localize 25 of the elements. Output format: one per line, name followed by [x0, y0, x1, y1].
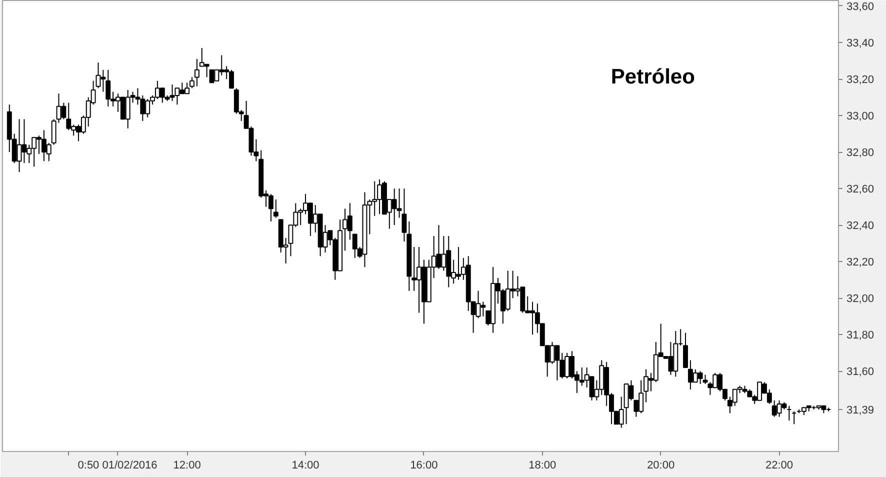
y-tick-label: 33,20 — [846, 74, 874, 86]
y-tick-label: 33,60 — [846, 0, 874, 13]
candlestick — [190, 76, 194, 89]
y-tick-label: 32,20 — [846, 256, 874, 269]
y-tick-label: 31,39 — [846, 404, 874, 417]
candlestick — [51, 118, 56, 146]
y-tick-label: 31,80 — [846, 330, 874, 342]
candlestick — [683, 332, 688, 368]
y-tick-label: 31,60 — [846, 366, 874, 378]
candlestick — [194, 58, 200, 87]
x-tick-label: 18:00 — [528, 460, 556, 472]
y-tick-label: 32,40 — [846, 220, 874, 232]
y-tick-label: 32,00 — [846, 293, 874, 306]
y-tick-label: 32,60 — [846, 184, 874, 196]
y-tick-label: 33,40 — [846, 37, 874, 50]
y-tick-label: 33,00 — [846, 110, 874, 123]
x-tick-label: 20:00 — [647, 460, 675, 472]
text: Petróleo — [610, 66, 695, 89]
x-tick-label: 22:00 — [766, 460, 794, 472]
x-tick-label: 16:00 — [410, 460, 438, 472]
y-tick-label: 32,80 — [846, 147, 874, 160]
text: 0:50 01/02/2016 — [78, 460, 158, 472]
x-tick-label: 14:00 — [292, 460, 320, 472]
x-tick-label: 12:00 — [173, 460, 201, 472]
candlestick — [273, 199, 278, 218]
